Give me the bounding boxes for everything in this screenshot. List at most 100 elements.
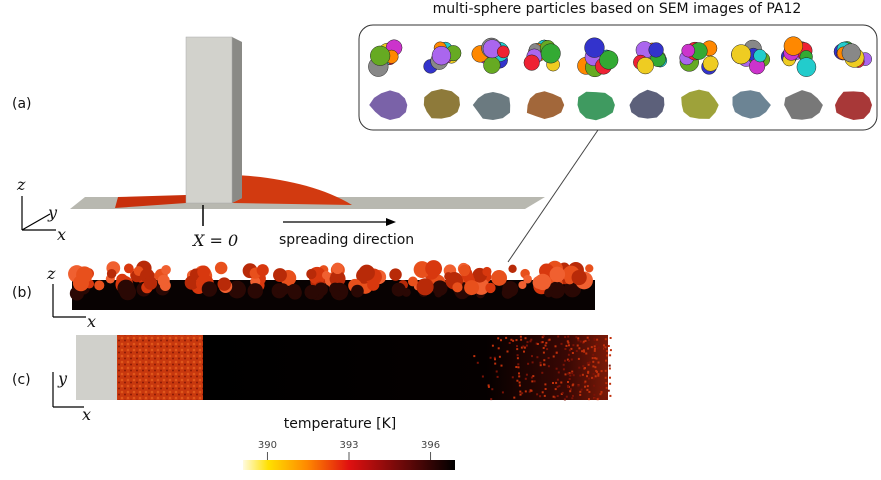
sphere <box>484 57 501 74</box>
speck <box>527 363 529 365</box>
speck <box>609 377 611 379</box>
speck <box>594 350 596 352</box>
speck <box>531 355 533 357</box>
sphere <box>585 38 605 58</box>
speck <box>588 391 590 393</box>
speck <box>530 390 532 392</box>
speck <box>572 352 574 354</box>
speck <box>512 340 514 342</box>
blade-face <box>186 37 232 203</box>
axis-letter: y <box>47 203 58 222</box>
speck <box>571 372 573 374</box>
speck <box>512 376 514 378</box>
speck <box>594 366 596 368</box>
speck <box>578 358 580 360</box>
speck <box>477 362 479 364</box>
speck <box>555 345 557 347</box>
speck <box>575 336 577 338</box>
speck <box>490 398 492 400</box>
speck <box>526 374 528 376</box>
speck <box>608 390 610 392</box>
particle <box>572 270 587 285</box>
speck <box>520 339 522 341</box>
speck <box>565 373 567 375</box>
speck <box>563 364 565 366</box>
speck <box>594 348 596 350</box>
speck <box>591 346 593 348</box>
particle <box>73 275 89 291</box>
speck <box>556 352 558 354</box>
arrow-head <box>386 218 396 226</box>
speck <box>536 356 538 358</box>
particle <box>359 265 375 281</box>
speck <box>492 345 494 347</box>
speck <box>578 367 580 369</box>
speck <box>605 370 607 372</box>
speck <box>588 398 590 400</box>
speck <box>505 337 507 339</box>
speck <box>600 387 602 389</box>
figure: multi-sphere particles based on SEM imag… <box>0 0 881 476</box>
sphere <box>432 46 451 65</box>
speck <box>543 364 545 366</box>
speck <box>540 362 542 364</box>
speck <box>527 341 529 343</box>
speck <box>569 349 571 351</box>
speck <box>587 337 589 339</box>
speck <box>553 396 555 398</box>
particle <box>585 264 593 272</box>
speck <box>587 348 589 350</box>
speck <box>516 339 518 341</box>
speck <box>561 343 563 345</box>
powder-heap <box>232 175 352 205</box>
particle <box>107 269 117 279</box>
speck <box>555 388 557 390</box>
particle <box>288 286 302 300</box>
axis-letter: y <box>57 369 68 388</box>
sphere <box>784 37 803 56</box>
speck <box>608 345 610 347</box>
speck <box>557 395 559 397</box>
speck <box>558 371 560 373</box>
speck <box>564 348 566 350</box>
speck <box>544 383 546 385</box>
speck <box>592 357 594 359</box>
speck <box>519 385 521 387</box>
particle <box>408 277 418 287</box>
speck <box>515 366 517 368</box>
speck <box>543 359 545 361</box>
speck <box>564 360 566 362</box>
speck <box>605 397 607 399</box>
speck <box>603 344 605 346</box>
speck <box>501 365 503 367</box>
sphere <box>649 43 664 58</box>
speck <box>497 376 499 378</box>
speck <box>564 336 566 338</box>
speck <box>566 345 568 347</box>
particle <box>464 280 479 295</box>
particle <box>389 268 401 280</box>
particle <box>568 286 578 296</box>
speck <box>543 347 545 349</box>
speck <box>581 350 583 352</box>
sphere <box>703 56 718 71</box>
particle <box>161 265 171 275</box>
speck <box>610 337 612 339</box>
speck <box>594 345 596 347</box>
speck <box>592 361 594 363</box>
speck <box>578 347 580 349</box>
speck <box>545 388 547 390</box>
speck <box>500 339 502 341</box>
colorbar-tick-label: 393 <box>339 440 358 451</box>
speck <box>525 378 527 380</box>
colorbar-ticks: 390393396 <box>258 440 440 460</box>
speck <box>567 336 569 338</box>
speck <box>491 388 493 390</box>
speck <box>577 384 579 386</box>
speck <box>537 343 539 345</box>
speck <box>543 352 545 354</box>
axis-letter: z <box>46 264 56 283</box>
speck <box>539 395 541 397</box>
speck <box>587 362 589 364</box>
speck <box>536 393 538 395</box>
